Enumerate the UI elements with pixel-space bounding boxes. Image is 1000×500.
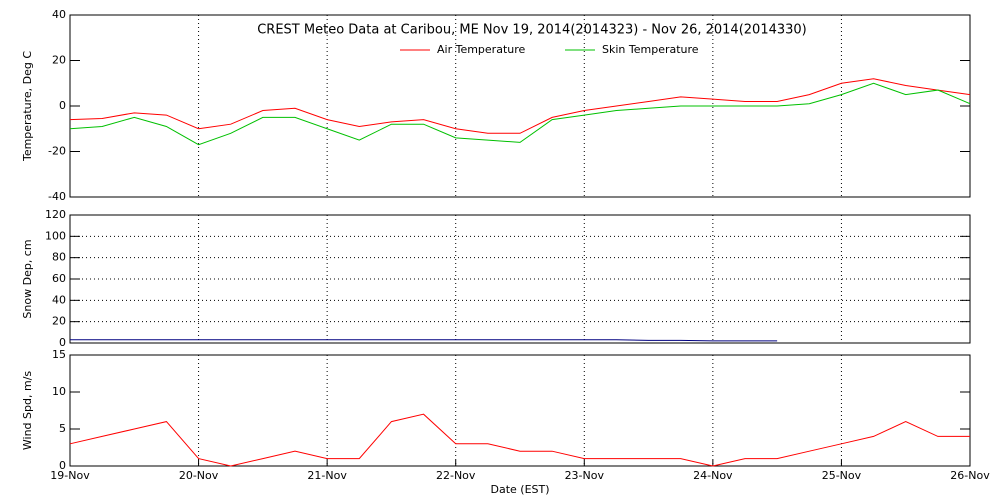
y-tick-label: 80 (52, 251, 66, 264)
x-tick-label: 26-Nov (950, 469, 990, 482)
y-tick-label: 100 (45, 229, 66, 242)
x-tick-label: 20-Nov (179, 469, 219, 482)
y-tick-label: 15 (52, 348, 66, 361)
y-tick-label: 20 (52, 54, 66, 67)
x-axis-label: Date (EST) (490, 483, 549, 496)
x-tick-label: 22-Nov (436, 469, 476, 482)
y-tick-label: -40 (48, 190, 66, 203)
y-tick-label: 0 (59, 459, 66, 472)
y-tick-label: 60 (52, 272, 66, 285)
y-tick-label: 40 (52, 8, 66, 21)
y-tick-label: 0 (59, 336, 66, 349)
data-line (69, 78, 971, 134)
chart-title: CREST Meteo Data at Caribou, ME Nov 19, … (257, 23, 807, 38)
y-axis-label: Snow Dep, cm (21, 239, 34, 318)
plot-frame (69, 354, 971, 467)
data-line (69, 82, 971, 146)
y-tick-label: 20 (52, 315, 66, 328)
x-tick-label: 21-Nov (307, 469, 347, 482)
y-tick-label: 40 (52, 293, 66, 306)
data-line (69, 413, 970, 467)
x-tick-label: 25-Nov (822, 469, 862, 482)
y-tick-label: 10 (52, 385, 66, 398)
y-tick-label: -20 (48, 145, 66, 158)
legend-label: Skin Temperature (602, 43, 699, 56)
x-tick-label: 23-Nov (565, 469, 605, 482)
legend-label: Air Temperature (437, 43, 526, 56)
x-tick-label: 24-Nov (693, 469, 733, 482)
y-tick-label: 0 (59, 99, 66, 112)
y-tick-label: 120 (45, 208, 66, 221)
y-axis-label: Wind Spd, m/s (21, 371, 34, 451)
y-tick-label: 5 (59, 422, 66, 435)
y-axis-label: Temperature, Deg C (21, 51, 34, 162)
data-line (70, 339, 778, 342)
x-tick-label: 19-Nov (50, 469, 90, 482)
